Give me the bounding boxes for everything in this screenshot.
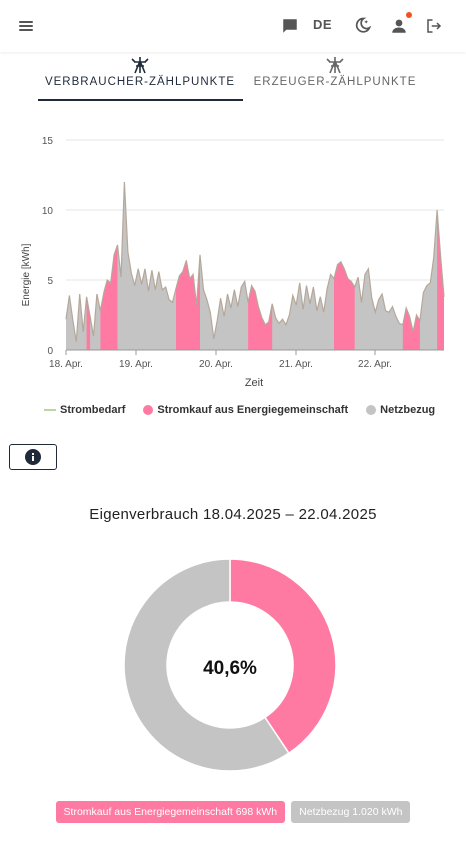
series-area-stromkauf <box>248 285 273 350</box>
x-tick-label: 22. Apr. <box>358 359 392 370</box>
series-area-stromkauf <box>100 245 118 350</box>
chart-legend: Strombedarf Stromkauf aus Energiegemeins… <box>44 404 453 416</box>
logout-icon[interactable] <box>422 14 446 38</box>
power-tower-icon <box>326 57 344 74</box>
info-button[interactable] <box>9 444 57 470</box>
x-tick-label: 20. Apr. <box>199 359 233 370</box>
series-area-stromkauf <box>402 308 420 350</box>
y-tick-label: 15 <box>42 136 54 147</box>
y-axis-label: Energie [kWh] <box>21 243 32 306</box>
series-line-strombedarf <box>65 181 445 342</box>
legend-label: Stromkauf aus Energiegemeinschaft <box>157 404 349 416</box>
x-tick-label: 21. Apr. <box>279 359 313 370</box>
legend-dot-swatch <box>143 405 154 415</box>
info-icon <box>25 449 41 465</box>
energy-chart: 0 5 10 15 18. Apr. 19. Apr. 20. Apr. 21. Apr. 22… <box>21 136 445 389</box>
legend-item-netzbezug[interactable]: Netzbezug <box>366 404 435 416</box>
tab-verbraucher-label: VERBRAUCHER-ZÄHLPUNKTE <box>44 76 236 88</box>
series-area-stromkauf <box>437 210 444 350</box>
tab-verbraucher[interactable]: VERBRAUCHER-ZÄHLPUNKTE <box>40 56 240 102</box>
legend-item-stromkauf[interactable]: Stromkauf aus Energiegemeinschaft <box>143 404 348 416</box>
series-area-stromkauf <box>86 296 91 350</box>
y-tick-label: 10 <box>42 206 54 217</box>
tab-erzeuger[interactable]: ERZEUGER-ZÄHLPUNKTE <box>250 56 420 102</box>
eigenverbrauch-donut-chart <box>123 558 337 772</box>
x-axis-label: Zeit <box>245 377 263 389</box>
dark-mode-icon[interactable] <box>350 14 374 38</box>
notification-dot <box>406 12 412 18</box>
top-app-bar: DE <box>0 0 466 52</box>
series-area-stromkauf <box>334 261 355 350</box>
power-tower-icon <box>131 57 149 74</box>
user-icon[interactable] <box>387 14 411 38</box>
chat-icon[interactable] <box>278 14 302 38</box>
zaehlpunkt-tabs: VERBRAUCHER-ZÄHLPUNKTE ERZEUGER-ZÄHLPUNK… <box>0 52 466 104</box>
legend-label: Strombedarf <box>60 404 126 416</box>
language-switcher[interactable]: DE <box>313 17 333 32</box>
donut-center-percent: 40,6% <box>203 658 257 679</box>
legend-item-strombedarf[interactable]: Strombedarf <box>44 404 125 416</box>
donut-slice-netzbezug[interactable] <box>123 558 290 772</box>
donut-legend-badges: Stromkauf aus Energiegemeinschaft 698 kW… <box>0 801 466 823</box>
donut-slice-stromkauf[interactable] <box>229 558 337 755</box>
tab-erzeuger-label: ERZEUGER-ZÄHLPUNKTE <box>253 76 417 88</box>
x-tick-label: 18. Apr. <box>49 359 83 370</box>
badge-netzbezug[interactable]: Netzbezug 1.020 kWh <box>291 801 411 823</box>
eigenverbrauch-title: Eigenverbrauch 18.04.2025 – 22.04.2025 <box>89 506 377 523</box>
badge-stromkauf[interactable]: Stromkauf aus Energiegemeinschaft 698 kW… <box>55 801 286 823</box>
series-area-stromkauf <box>176 254 200 350</box>
x-tick-label: 19. Apr. <box>119 359 153 370</box>
legend-dot-swatch <box>366 405 377 415</box>
active-tab-indicator <box>38 99 243 101</box>
y-tick-label: 5 <box>47 276 53 287</box>
y-tick-label: 0 <box>47 346 53 357</box>
legend-line-swatch <box>44 409 56 411</box>
legend-label: Netzbezug <box>380 404 436 416</box>
menu-icon[interactable] <box>14 14 40 38</box>
